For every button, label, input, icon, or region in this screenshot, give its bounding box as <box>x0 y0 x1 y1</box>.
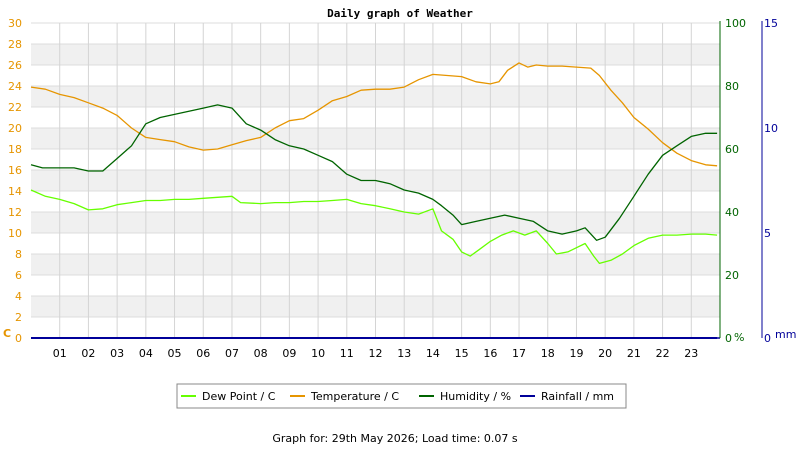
humidity-tick-label: 60 <box>725 143 739 156</box>
x-tick-label: 03 <box>110 347 124 360</box>
x-tick-label: 12 <box>369 347 383 360</box>
left-tick-label: 26 <box>8 59 22 72</box>
legend: Dew Point / C Temperature / C Humidity / %… <box>181 390 614 403</box>
x-tick-label: 01 <box>53 347 67 360</box>
humidity-tick-label: 20 <box>725 269 739 282</box>
left-tick-label: 4 <box>15 290 22 303</box>
left-tick-label: 6 <box>15 269 22 282</box>
x-tick-label: 19 <box>569 347 583 360</box>
x-tick-label: 10 <box>311 347 325 360</box>
left-tick-label: 2 <box>15 311 22 324</box>
humidity-tick-label: 100 <box>725 17 746 30</box>
rain-axis-unit: mm <box>775 328 796 341</box>
x-tick-label: 06 <box>196 347 210 360</box>
x-tick-label: 16 <box>483 347 497 360</box>
left-tick-label: 22 <box>8 101 22 114</box>
footer-text: Graph for: 29th May 2026; Load time: 0.0… <box>272 432 518 445</box>
left-tick-label: 30 <box>8 17 22 30</box>
humidity-tick-label: 80 <box>725 80 739 93</box>
x-tick-label: 20 <box>598 347 612 360</box>
legend-label: Dew Point / C <box>202 390 276 403</box>
humidity-axis-unit: % <box>734 331 744 344</box>
rain-tick-label: 0 <box>764 332 771 345</box>
x-tick-label: 08 <box>254 347 268 360</box>
left-tick-label: 20 <box>8 122 22 135</box>
x-tick-label: 07 <box>225 347 239 360</box>
grid-lines <box>31 22 720 339</box>
x-tick-label: 02 <box>81 347 95 360</box>
rain-tick-label: 10 <box>764 122 778 135</box>
humidity-tick-label: 0 <box>725 332 732 345</box>
x-tick-label: 17 <box>512 347 526 360</box>
legend-label: Humidity / % <box>440 390 511 403</box>
left-tick-label: 14 <box>8 185 22 198</box>
left-tick-label: 24 <box>8 80 22 93</box>
left-tick-label: 12 <box>8 206 22 219</box>
series-line <box>30 104 718 241</box>
series-line <box>30 62 718 167</box>
series-line <box>30 189 718 265</box>
x-tick-label: 09 <box>282 347 296 360</box>
x-tick-label: 11 <box>340 347 354 360</box>
left-tick-label: 8 <box>15 248 22 261</box>
x-tick-label: 14 <box>426 347 440 360</box>
chart-title: Daily graph of Weather <box>327 7 473 20</box>
rain-tick-label: 5 <box>764 227 771 240</box>
left-tick-label: 0 <box>15 332 22 345</box>
x-tick-label: 15 <box>455 347 469 360</box>
x-tick-label: 22 <box>656 347 670 360</box>
left-tick-label: 28 <box>8 38 22 51</box>
x-tick-label: 13 <box>397 347 411 360</box>
x-tick-label: 23 <box>684 347 698 360</box>
x-tick-label: 04 <box>139 347 153 360</box>
left-axis-unit: C <box>3 327 11 340</box>
left-tick-label: 10 <box>8 227 22 240</box>
legend-label: Rainfall / mm <box>541 390 614 403</box>
legend-label: Temperature / C <box>310 390 399 403</box>
rain-tick-label: 15 <box>764 17 778 30</box>
axes <box>31 21 763 339</box>
humidity-tick-label: 40 <box>725 206 739 219</box>
x-tick-label: 18 <box>541 347 555 360</box>
axis-labels: 01 02 03 04 05 06 07 08 09 10 11 12 13 14 15 16 17 18 19 20… <box>3 17 796 360</box>
legend-box <box>176 383 627 409</box>
x-tick-label: 21 <box>627 347 641 360</box>
left-tick-label: 18 <box>8 143 22 156</box>
left-tick-label: 16 <box>8 164 22 177</box>
x-tick-label: 05 <box>168 347 182 360</box>
